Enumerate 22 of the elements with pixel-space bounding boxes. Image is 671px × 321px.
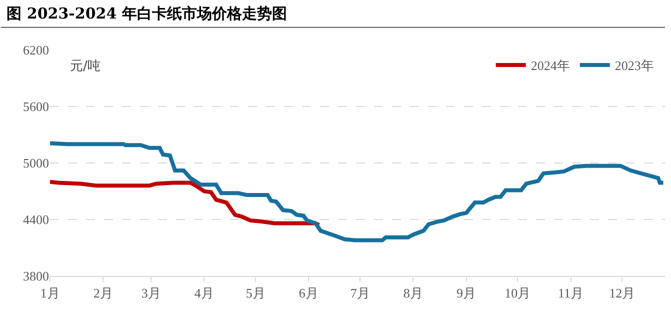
y-axis-title: 元/吨: [70, 59, 100, 74]
x-tick-label: 4月: [194, 286, 214, 301]
y-tick-label: 4400: [23, 212, 49, 228]
legend-label: 2024年: [530, 58, 570, 74]
x-tick-label: 7月: [350, 286, 370, 301]
legend-label: 2023年: [614, 58, 654, 74]
x-tick-label: 10月: [504, 286, 531, 301]
x-tick-label: 3月: [141, 286, 161, 301]
x-tick-label: 8月: [403, 286, 423, 301]
x-tick-label: 6月: [298, 286, 318, 301]
x-tick-label: 11月: [558, 286, 584, 301]
y-tick-label: 5000: [23, 156, 49, 171]
x-tick-label: 9月: [456, 286, 476, 301]
x-tick-label: 12月: [609, 286, 636, 301]
y-tick-label: 3800: [23, 268, 49, 284]
line-series: [50, 180, 321, 228]
x-tick-label: 2月: [93, 286, 113, 301]
chart-title: 图 2023-2024 年白卡纸市场价格走势图: [6, 4, 287, 23]
y-tick-label: 6200: [23, 42, 49, 58]
x-tick-label: 5月: [246, 286, 266, 301]
x-tick-label: 1月: [40, 286, 60, 301]
y-tick-label: 5600: [23, 99, 49, 114]
